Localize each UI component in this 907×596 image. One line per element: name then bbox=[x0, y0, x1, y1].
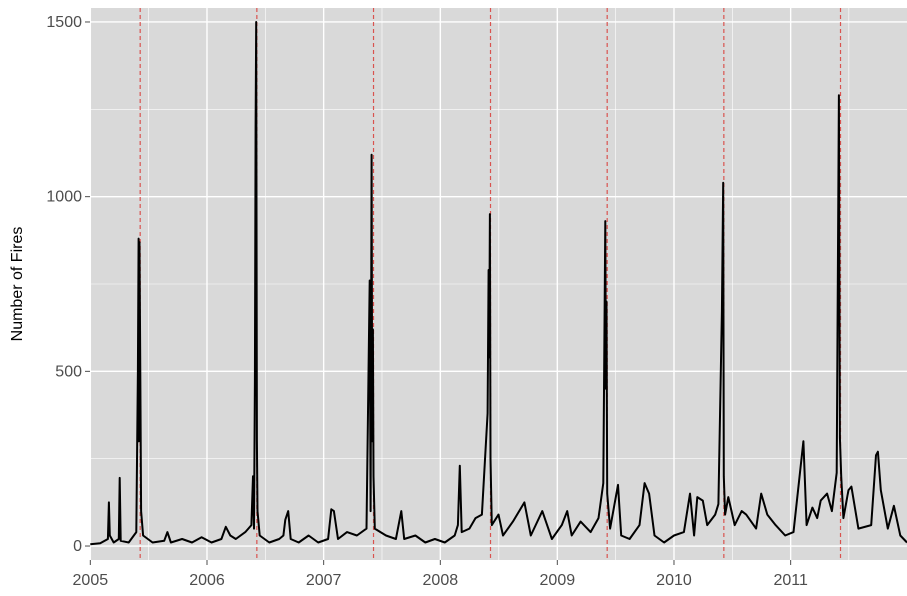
x-tick-label: 2009 bbox=[540, 572, 576, 589]
grid-lines bbox=[89, 8, 907, 560]
x-tick-label: 2008 bbox=[423, 572, 459, 589]
y-tick-label: 0 bbox=[73, 538, 82, 555]
y-axis-title: Number of Fires bbox=[9, 227, 26, 342]
y-axis: 0 500 1000 1500 bbox=[46, 14, 90, 555]
x-tick-label: 2005 bbox=[73, 572, 109, 589]
x-tick-label: 2007 bbox=[306, 572, 342, 589]
x-tick-label: 2011 bbox=[773, 572, 808, 589]
series-line bbox=[90, 21, 907, 546]
x-axis: 2005 2006 2007 2008 2009 2010 2011 bbox=[73, 560, 808, 589]
x-tick-label: 2006 bbox=[189, 572, 225, 589]
y-tick-label: 1000 bbox=[46, 189, 82, 206]
y-tick-label: 500 bbox=[55, 363, 82, 380]
y-tick-label: 1500 bbox=[46, 14, 82, 31]
x-tick-label: 2010 bbox=[656, 572, 692, 589]
